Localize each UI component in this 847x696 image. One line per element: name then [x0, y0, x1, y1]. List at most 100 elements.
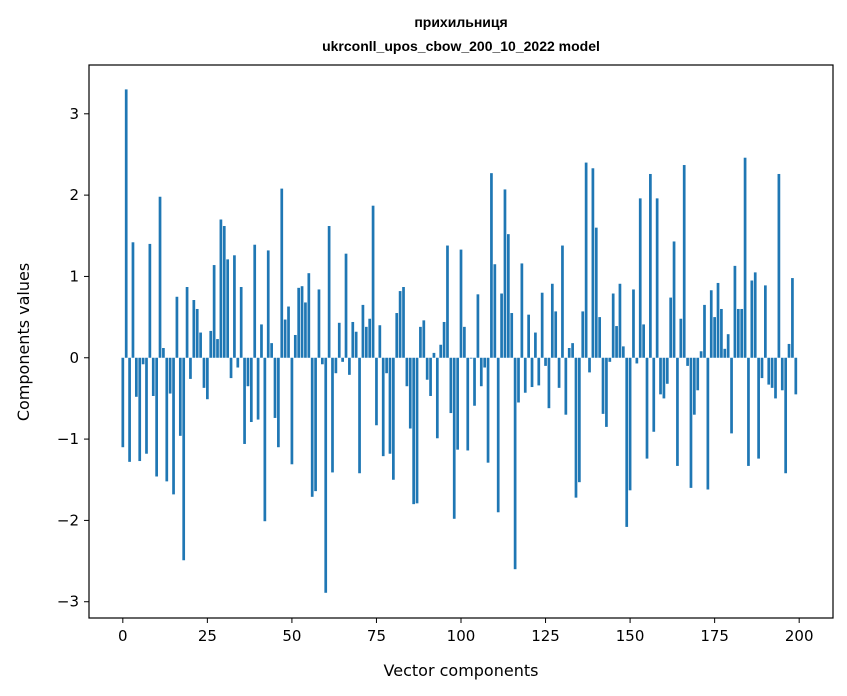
bar — [618, 283, 622, 358]
bar — [642, 324, 645, 358]
bar — [753, 272, 757, 358]
bar — [692, 357, 696, 415]
bar — [757, 357, 760, 459]
bar — [243, 357, 246, 444]
y-tick-label: −2 — [57, 511, 79, 529]
bar — [537, 357, 541, 386]
bar — [446, 245, 449, 358]
bar — [314, 357, 317, 492]
bar — [145, 357, 148, 454]
bar — [540, 292, 544, 358]
bar — [608, 357, 612, 362]
bar — [324, 357, 328, 593]
bar — [283, 319, 287, 358]
bar — [246, 357, 250, 387]
bar — [500, 293, 503, 358]
bar — [760, 357, 764, 379]
bar — [317, 289, 321, 358]
bar — [260, 324, 263, 358]
bar — [655, 198, 659, 358]
bar — [405, 357, 409, 387]
bar — [740, 308, 744, 358]
bar — [544, 357, 547, 366]
bar — [222, 226, 226, 358]
bar — [523, 357, 527, 393]
bar — [398, 291, 402, 358]
bar — [297, 287, 301, 358]
bar — [463, 326, 466, 358]
bar — [493, 264, 497, 358]
bar — [280, 188, 284, 358]
bar — [435, 357, 439, 439]
bar — [277, 357, 280, 448]
bar — [638, 198, 642, 358]
x-tick-label: 175 — [700, 627, 729, 645]
bar — [287, 306, 290, 358]
bar — [469, 357, 473, 359]
plot-frame — [88, 64, 834, 619]
bar — [510, 313, 514, 358]
bar — [249, 357, 253, 423]
bar — [415, 357, 419, 504]
bar — [341, 357, 344, 362]
bar — [348, 357, 351, 375]
bar — [557, 357, 561, 388]
bar — [192, 300, 196, 358]
bar — [263, 357, 267, 522]
bar — [794, 357, 798, 395]
bar — [736, 308, 740, 358]
bar — [520, 263, 524, 358]
bar — [168, 357, 172, 394]
bar — [422, 320, 426, 358]
x-tick-label: 150 — [616, 627, 645, 645]
bar — [337, 322, 341, 358]
bar — [686, 357, 689, 366]
bar — [591, 168, 595, 358]
bar — [747, 357, 750, 466]
bar — [486, 357, 490, 463]
bar — [696, 357, 700, 391]
bar — [395, 313, 399, 358]
bar — [155, 357, 158, 477]
bar — [290, 357, 294, 465]
bar — [672, 241, 676, 358]
bar — [628, 357, 632, 491]
bar — [300, 286, 304, 358]
bar — [534, 332, 537, 358]
bar — [547, 357, 551, 409]
bar — [121, 357, 125, 448]
bar — [567, 348, 571, 358]
bar — [581, 311, 585, 358]
bar — [669, 297, 673, 358]
bar — [483, 357, 487, 368]
bar — [202, 357, 206, 388]
bar — [574, 357, 578, 498]
bar — [229, 357, 233, 379]
bar — [378, 325, 382, 358]
bar — [530, 357, 534, 388]
bar — [351, 321, 355, 358]
bar — [162, 348, 165, 358]
x-tick-label: 25 — [198, 627, 217, 645]
ticks-group: 0 25 50 75 100 125 150 175 200 −3 −2 −1 0 1 2 3 — [57, 105, 814, 645]
bar — [334, 357, 338, 374]
bar — [777, 173, 781, 358]
x-tick-label: 200 — [785, 627, 814, 645]
bar — [381, 357, 385, 457]
bar — [236, 357, 240, 368]
x-tick-label: 125 — [531, 627, 560, 645]
bar — [432, 352, 436, 358]
bars-group — [121, 89, 798, 593]
bar — [226, 259, 230, 358]
bar — [165, 357, 169, 482]
bar — [649, 173, 652, 358]
bar — [506, 234, 510, 358]
bar — [320, 357, 324, 365]
bar — [368, 318, 372, 358]
chart-title: прихильниця — [414, 14, 507, 30]
bar — [459, 249, 463, 358]
bar — [425, 357, 429, 380]
bar — [527, 314, 530, 358]
bar — [158, 196, 162, 358]
